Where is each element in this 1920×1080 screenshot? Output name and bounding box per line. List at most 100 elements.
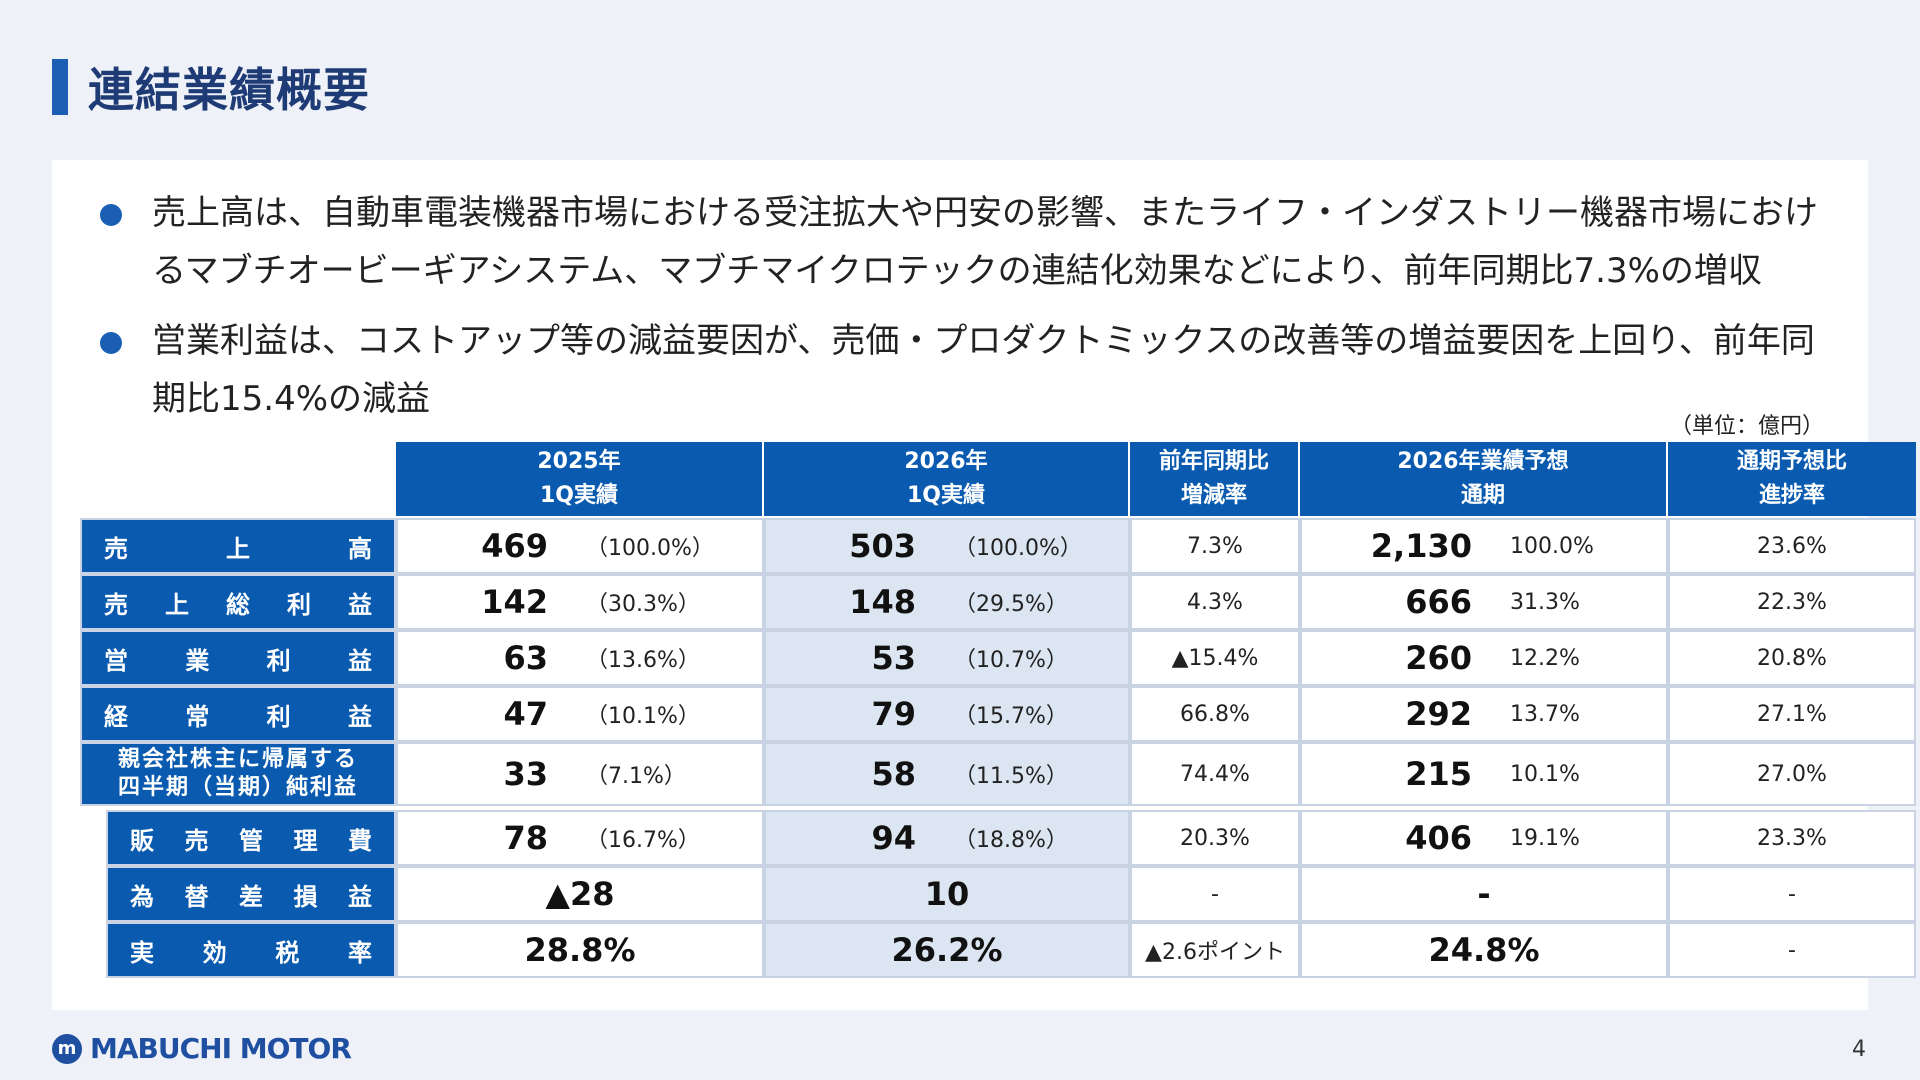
row-label-text: 売上高 xyxy=(82,529,394,564)
value-cell: 78 （16.7%） xyxy=(396,810,764,866)
value-pair: 406 19.1% xyxy=(1302,819,1666,857)
column-header-line: 通期予想比 xyxy=(1736,449,1847,474)
value-pair: 53 （10.7%） xyxy=(766,639,1128,677)
value-cell: 26.2% xyxy=(764,922,1130,978)
text-value: - xyxy=(1788,881,1796,907)
value-cell: 22.3% xyxy=(1668,574,1916,630)
row-label-char: 総 xyxy=(226,590,250,619)
row-label-char: 営 xyxy=(104,646,128,675)
value-cell: 503 （100.0%） xyxy=(764,518,1130,574)
value-pair: 666 31.3% xyxy=(1302,583,1666,621)
title-accent-bar xyxy=(52,59,68,115)
bullet-text-line: 売上高は、自動車電装機器市場における受注拡大や円安の影響、またライフ・インダスト… xyxy=(152,193,1818,233)
row-label-char: 替 xyxy=(184,882,209,911)
amount-value: 28.8% xyxy=(524,931,636,969)
amount-value: 666 xyxy=(1405,583,1472,621)
ratio-value: （10.1%） xyxy=(586,704,700,729)
value-cell: - xyxy=(1300,866,1668,922)
value-cell: 469 （100.0%） xyxy=(396,518,764,574)
ratio-value: （10.7%） xyxy=(954,648,1068,673)
row-label-char: 管 xyxy=(239,826,263,855)
amount-value: 148 xyxy=(849,583,916,621)
ratio-value: （100.0%） xyxy=(586,536,714,561)
text-value: - xyxy=(1788,937,1796,963)
row-label: 売上総利益 xyxy=(80,574,396,630)
row-label-char: 利 xyxy=(266,702,291,731)
value-cell: 215 10.1% xyxy=(1300,742,1668,806)
value-cell: 20.3% xyxy=(1130,810,1300,866)
value-cell: 2,130 100.0% xyxy=(1300,518,1668,574)
page-number: 4 xyxy=(1852,1037,1866,1062)
value-cell: - xyxy=(1668,922,1916,978)
value-cell: - xyxy=(1130,866,1300,922)
text-value: 27.1% xyxy=(1757,701,1827,727)
text-value: - xyxy=(1211,881,1219,907)
row-label: 営業利益 xyxy=(80,630,396,686)
row-label-text: 実効税率 xyxy=(108,933,394,968)
value-cell: 292 13.7% xyxy=(1300,686,1668,742)
value-cell: 27.1% xyxy=(1668,686,1916,742)
ratio-value: 10.1% xyxy=(1510,761,1580,787)
row-label: 親会社株主に帰属する 四半期（当期）純利益 xyxy=(80,742,396,806)
value-pair: 292 13.7% xyxy=(1302,695,1666,733)
amount-value: 58 xyxy=(871,755,916,793)
row-label-char: 実 xyxy=(130,938,154,967)
row-label: 経常利益 xyxy=(80,686,396,742)
amount-value: 79 xyxy=(871,695,916,733)
row-label: 売上高 xyxy=(80,518,396,574)
ratio-value: （16.7%） xyxy=(586,828,700,853)
column-header-line: 2026年業績予想 xyxy=(1397,449,1569,474)
value-cell: 27.0% xyxy=(1668,742,1916,806)
column-header: 通期予想比 進捗率 xyxy=(1668,442,1916,516)
row-label-char: 販 xyxy=(130,826,154,855)
value-pair: 142 （30.3%） xyxy=(398,583,762,621)
value-pair: 215 10.1% xyxy=(1302,755,1666,793)
row-label-char: 業 xyxy=(185,646,210,675)
amount-value: 406 xyxy=(1405,819,1472,857)
value-pair: 63 （13.6%） xyxy=(398,639,762,677)
text-value: 66.8% xyxy=(1180,701,1250,727)
column-header-line: 1Q実績 xyxy=(906,483,985,508)
ratio-value: （15.7%） xyxy=(954,704,1068,729)
logo-mark-icon: m xyxy=(52,1033,82,1064)
amount-value: 63 xyxy=(503,639,548,677)
row-label-text: 為替差損益 xyxy=(108,877,394,912)
value-cell: 94 （18.8%） xyxy=(764,810,1130,866)
value-pair: 503 （100.0%） xyxy=(766,527,1128,565)
value-cell: 23.6% xyxy=(1668,518,1916,574)
value-pair: 469 （100.0%） xyxy=(398,527,762,565)
amount-value: 2,130 xyxy=(1370,527,1472,565)
text-value: 23.6% xyxy=(1757,533,1827,559)
value-cell: 142 （30.3%） xyxy=(396,574,764,630)
row-label-text: 経常利益 xyxy=(82,697,394,732)
value-cell: 7.3% xyxy=(1130,518,1300,574)
amount-value: 33 xyxy=(503,755,548,793)
row-label-char: 効 xyxy=(202,938,227,967)
row-label-char: 税 xyxy=(275,938,300,967)
value-pair: 47 （10.1%） xyxy=(398,695,762,733)
value-cell: ▲28 xyxy=(396,866,764,922)
ratio-value: （13.6%） xyxy=(586,648,700,673)
row-label-char: 為 xyxy=(130,882,154,911)
bullet-text-line: 営業利益は、コストアップ等の減益要因が、売価・プロダクトミックスの改善等の増益要… xyxy=(152,321,1815,361)
value-pair: 260 12.2% xyxy=(1302,639,1666,677)
value-cell: 28.8% xyxy=(396,922,764,978)
row-label-char: 利 xyxy=(287,590,311,619)
column-header-line: 2026年 xyxy=(904,449,988,474)
page-title-block: 連結業績概要 xyxy=(52,58,370,117)
bullet-item: 営業利益は、コストアップ等の減益要因が、売価・プロダクトミックスの改善等の増益要… xyxy=(100,312,1860,428)
amount-value: 469 xyxy=(481,527,548,565)
text-value: 23.3% xyxy=(1757,825,1827,851)
row-label-char: 差 xyxy=(239,882,263,911)
text-value: 22.3% xyxy=(1757,589,1827,615)
value-cell: ▲2.6ポイント xyxy=(1130,922,1300,978)
amount-value: 215 xyxy=(1405,755,1472,793)
value-cell: 63 （13.6%） xyxy=(396,630,764,686)
value-cell: 148 （29.5%） xyxy=(764,574,1130,630)
value-pair: 78 （16.7%） xyxy=(398,819,762,857)
value-cell: 406 19.1% xyxy=(1300,810,1668,866)
ratio-value: （18.8%） xyxy=(954,828,1068,853)
value-cell: 260 12.2% xyxy=(1300,630,1668,686)
row-label-line: 四半期（当期）純利益 xyxy=(117,775,358,800)
row-label-char: 益 xyxy=(348,882,372,911)
